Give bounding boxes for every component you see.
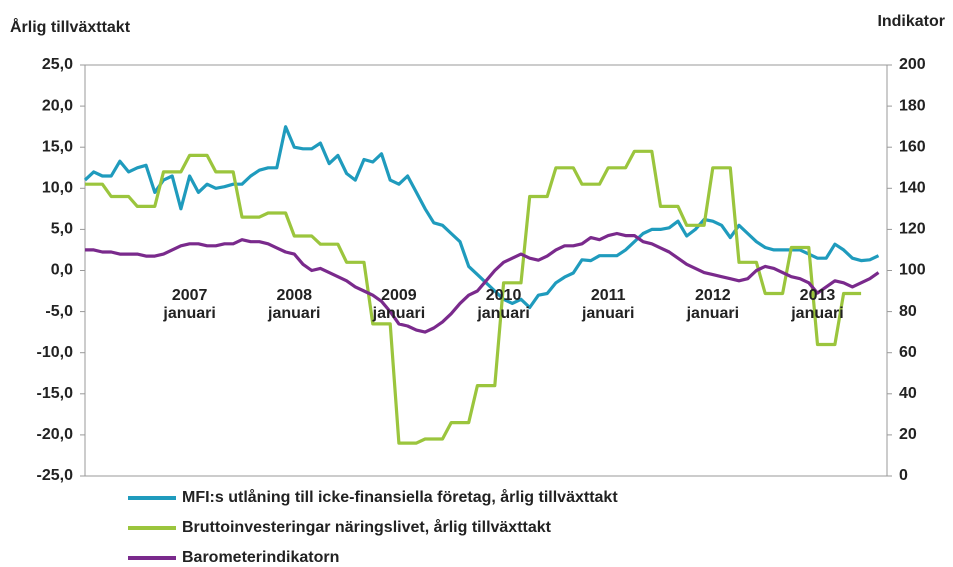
x-tick-label: 2007 januari	[163, 286, 216, 322]
x-tick-label: 2010 januari	[477, 286, 530, 322]
y2-tick-label: 0	[899, 467, 908, 484]
legend-label: Barometerindikatorn	[182, 549, 339, 566]
series-line	[85, 231, 880, 334]
series-line	[83, 125, 880, 310]
legend-label: Bruttoinvesteringar näringslivet, årlig …	[182, 518, 552, 536]
x-tick-label: 2012 januari	[686, 286, 740, 322]
y-tick-label: 20,0	[42, 97, 73, 114]
y2-tick-label: 160	[899, 138, 926, 155]
y2-tick-label: 100	[899, 262, 926, 279]
plot-frame	[84, 64, 888, 477]
series-line	[85, 149, 862, 445]
y2-tick-label: 80	[899, 303, 917, 320]
y-tick-label: -5,0	[45, 303, 73, 320]
y-tick-label: 15,0	[42, 138, 73, 155]
x-tick-label: 2008 januari	[268, 286, 321, 322]
y-tick-label: 10,0	[42, 180, 73, 197]
y-tick-label: 0,0	[51, 262, 73, 279]
y-axis-label: Årlig tillväxttakt	[10, 17, 131, 36]
legend-label: MFI:s utlåning till icke-finansiella för…	[182, 488, 618, 506]
y-tick-label: -25,0	[37, 467, 74, 484]
x-tick-label: 2011 januari	[581, 286, 635, 322]
y2-tick-label: 200	[899, 56, 926, 73]
y-tick-label: 5,0	[51, 221, 73, 238]
y2-tick-label: 20	[899, 426, 917, 443]
y2-tick-label: 40	[899, 385, 917, 402]
y-tick-label: -15,0	[37, 385, 74, 402]
y2-tick-label: 180	[899, 97, 926, 114]
y-tick-label: -10,0	[37, 344, 74, 361]
y-tick-label: 25,0	[42, 56, 73, 73]
y2-axis-label: Indikator	[877, 13, 945, 30]
y2-tick-label: 60	[899, 344, 917, 361]
x-tick-label: 2009 januari	[372, 286, 426, 322]
y2-tick-label: 140	[899, 180, 926, 197]
y2-tick-label: 120	[899, 221, 926, 238]
x-tick-label: 2013 januari	[791, 286, 844, 322]
y-tick-label: -20,0	[37, 426, 74, 443]
